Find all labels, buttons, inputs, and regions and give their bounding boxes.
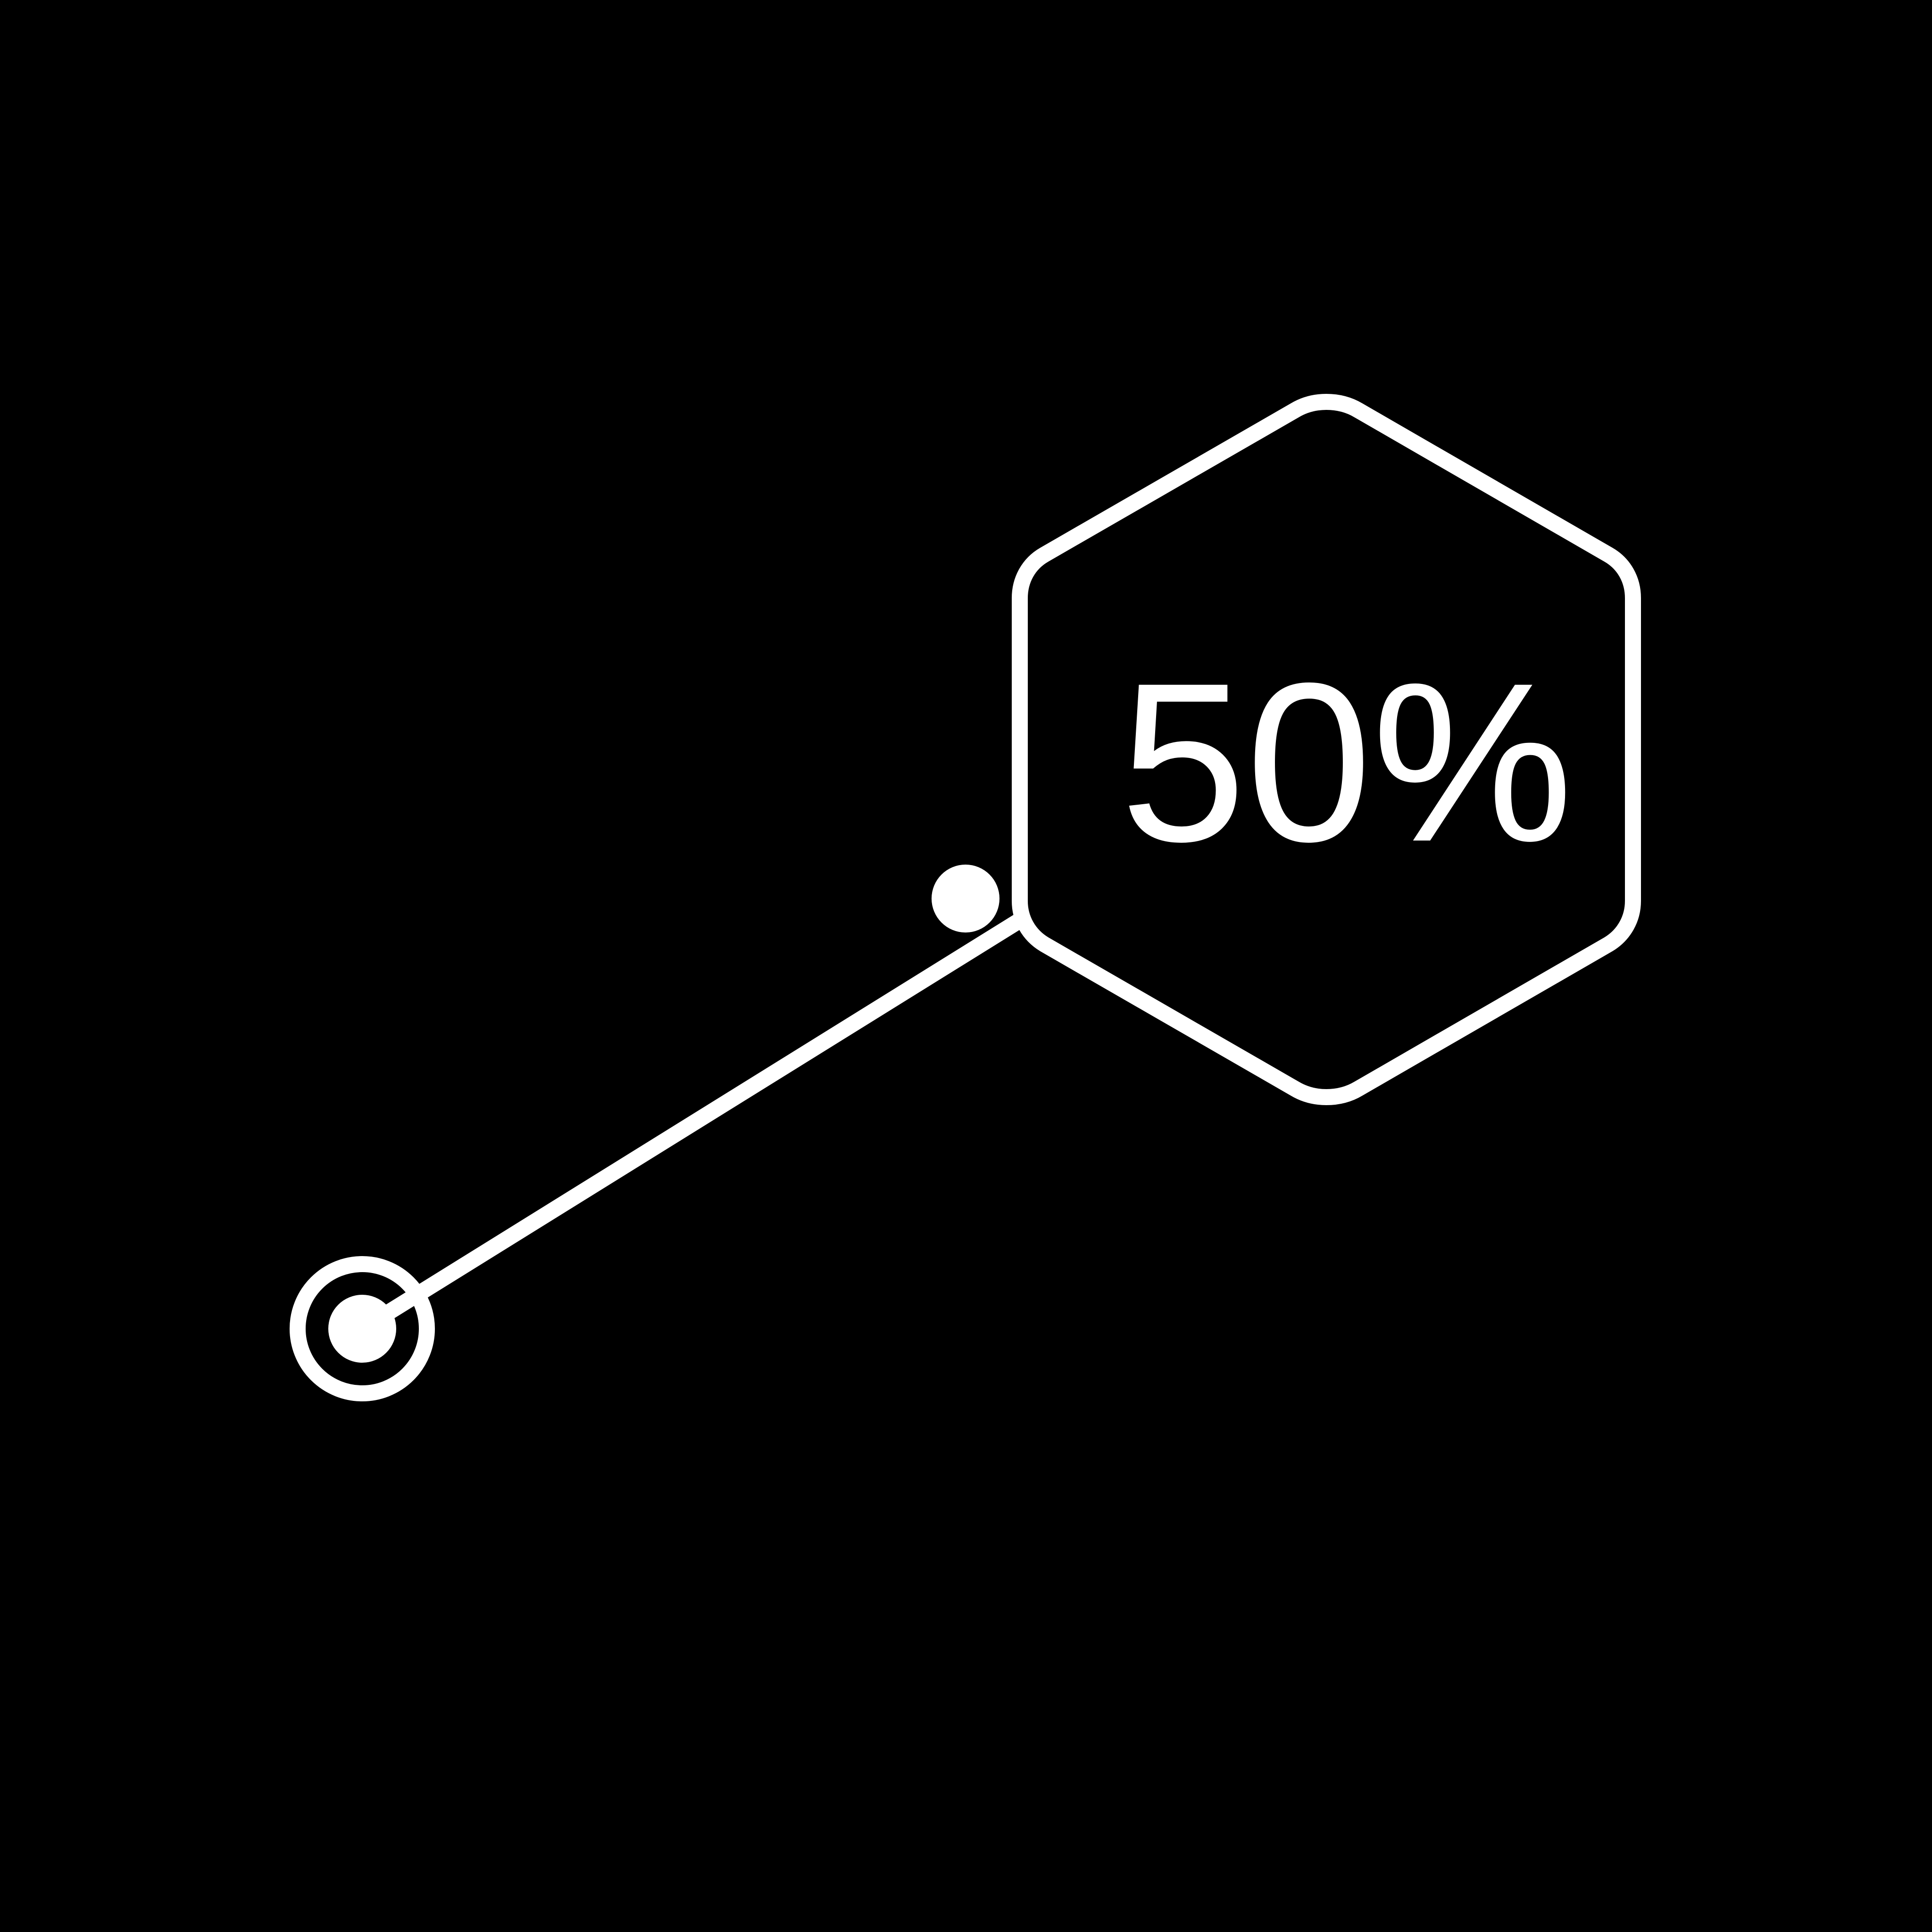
hexagon-frame (1012, 394, 1641, 1105)
target-dot (328, 1295, 396, 1363)
connector-line (358, 907, 1035, 1336)
floating-dot (932, 865, 999, 933)
target-ring (290, 1256, 435, 1401)
percentage-label: 50% (1120, 635, 1574, 889)
